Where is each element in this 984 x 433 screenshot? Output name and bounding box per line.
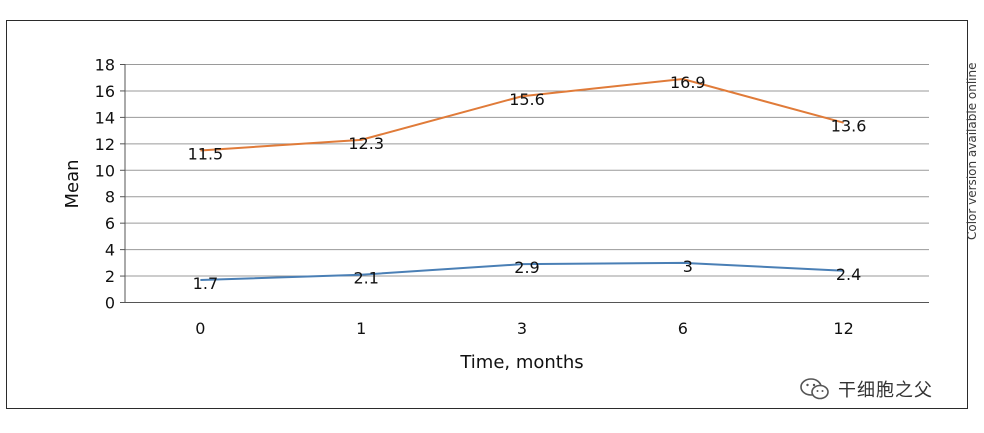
grid-lines (120, 64, 929, 303)
data-label: 11.5 (188, 144, 224, 163)
x-tick-label: 0 (195, 319, 205, 338)
x-tick-label: 12 (833, 319, 853, 338)
data-label: 15.6 (509, 90, 545, 109)
x-tick-label: 6 (678, 319, 688, 338)
y-tick-label: 6 (105, 214, 115, 233)
data-label: 2.4 (836, 265, 861, 284)
side-note-text: Color version available online (965, 62, 979, 241)
data-label: 1.7 (193, 274, 218, 293)
x-tick-labels: 0 1 3 6 12 (195, 319, 853, 338)
x-axis-title: Time, months (459, 352, 583, 373)
data-label: 13.6 (831, 117, 867, 136)
data-labels: 11.5 12.3 15.6 16.9 13.6 1.7 2.1 2.9 3 2.4 (188, 73, 867, 293)
watermark: 干细胞之父 (800, 376, 933, 402)
y-tick-label: 2 (105, 267, 115, 286)
wechat-icon (800, 378, 829, 400)
series-line (200, 78, 844, 152)
data-label: 2.1 (353, 269, 378, 288)
y-tick-label: 0 (105, 294, 115, 313)
data-label: 16.9 (670, 73, 706, 92)
y-tick-label: 4 (105, 241, 115, 260)
axes (124, 64, 929, 303)
data-label: 2.9 (514, 258, 539, 277)
y-tick-label: 18 (95, 56, 115, 75)
y-axis-title: Mean (62, 159, 83, 208)
series-lines (200, 78, 844, 282)
x-tick-label: 1 (356, 319, 366, 338)
data-label: 12.3 (348, 134, 384, 153)
side-note: Color version available online (962, 18, 984, 241)
y-tick-label: 14 (95, 108, 115, 127)
y-tick-labels: 0 2 4 6 8 10 12 14 16 18 (95, 56, 115, 313)
data-label: 3 (683, 257, 693, 276)
watermark-text: 干细胞之父 (838, 380, 933, 401)
y-tick-label: 10 (95, 161, 115, 180)
y-tick-label: 8 (105, 188, 115, 207)
series-line (200, 261, 844, 282)
y-tick-label: 16 (95, 82, 115, 101)
figure-frame (6, 20, 968, 409)
y-tick-label: 12 (95, 135, 115, 154)
x-tick-label: 3 (517, 319, 527, 338)
